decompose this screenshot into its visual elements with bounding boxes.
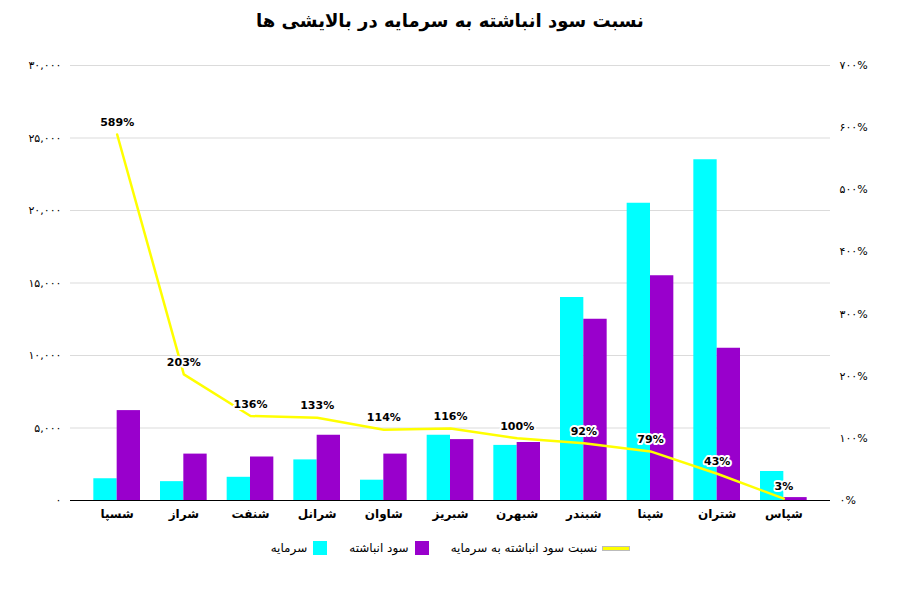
svg-text:۱۰,۰۰۰: ۱۰,۰۰۰ [28,349,61,362]
svg-text:۱۵,۰۰۰: ۱۵,۰۰۰ [28,277,61,290]
svg-text:شپنا: شپنا [637,507,663,521]
svg-text:۲۵,۰۰۰: ۲۵,۰۰۰ [28,132,61,145]
html-text:نسبت سود انباشته به سرمایه در: نسبت سود انباشته به سرمایه در بالایشی ها [256,10,644,31]
svg-text:۶۰۰%: ۶۰۰% [840,121,868,134]
svg-text:۰%: ۰% [840,494,856,507]
svg-text:92%: 92% [571,425,597,438]
svg-text:شبندر: شبندر [565,507,601,521]
svg-text:شسپا: شسپا [100,507,133,521]
html-text:سرمایه: سرمایه [270,541,308,555]
svg-text:شاوان: شاوان [365,507,403,522]
svg-text:116%: 116% [434,410,468,423]
svg-text:۱۰۰%: ۱۰۰% [840,432,868,445]
svg-text:شراز: شراز [168,507,199,521]
svg-text:114%: 114% [367,411,401,424]
svg-text:۵,۰۰۰: ۵,۰۰۰ [34,422,61,435]
svg-text:۰: ۰ [56,494,62,507]
svg-text:589%: 589% [100,116,134,129]
svg-text:۴۰۰%: ۴۰۰% [840,245,868,258]
svg-text:شتران: شتران [698,507,737,521]
svg-text:۷۰۰%: ۷۰۰% [840,59,868,72]
html-text:سود انباشته: سود انباشته [349,541,409,555]
svg-text:۳۰۰%: ۳۰۰% [840,308,868,321]
svg-text:100%: 100% [500,420,534,433]
svg-text:۲۰۰%: ۲۰۰% [840,370,868,383]
svg-text:43%: 43% [704,455,730,468]
svg-text:۳۰,۰۰۰: ۳۰,۰۰۰ [28,59,61,72]
svg-text:شبریز: شبریز [431,507,468,521]
svg-text:۵۰۰%: ۵۰۰% [840,183,868,196]
svg-text:203%: 203% [167,356,201,369]
svg-text:133%: 133% [300,399,334,412]
html-text:نسبت سود انباشته به سرمایه: نسبت سود انباشته به سرمایه [450,541,598,555]
svg-text:شنفت: شنفت [231,507,269,521]
svg-text:79%: 79% [637,433,663,446]
svg-text:3%: 3% [774,480,793,493]
svg-text:شپاس: شپاس [765,507,803,521]
svg-text:136%: 136% [234,398,268,411]
svg-text:شبهرن: شبهرن [496,507,538,521]
svg-text:شرانل: شرانل [298,507,337,521]
svg-text:۲۰,۰۰۰: ۲۰,۰۰۰ [28,204,61,217]
